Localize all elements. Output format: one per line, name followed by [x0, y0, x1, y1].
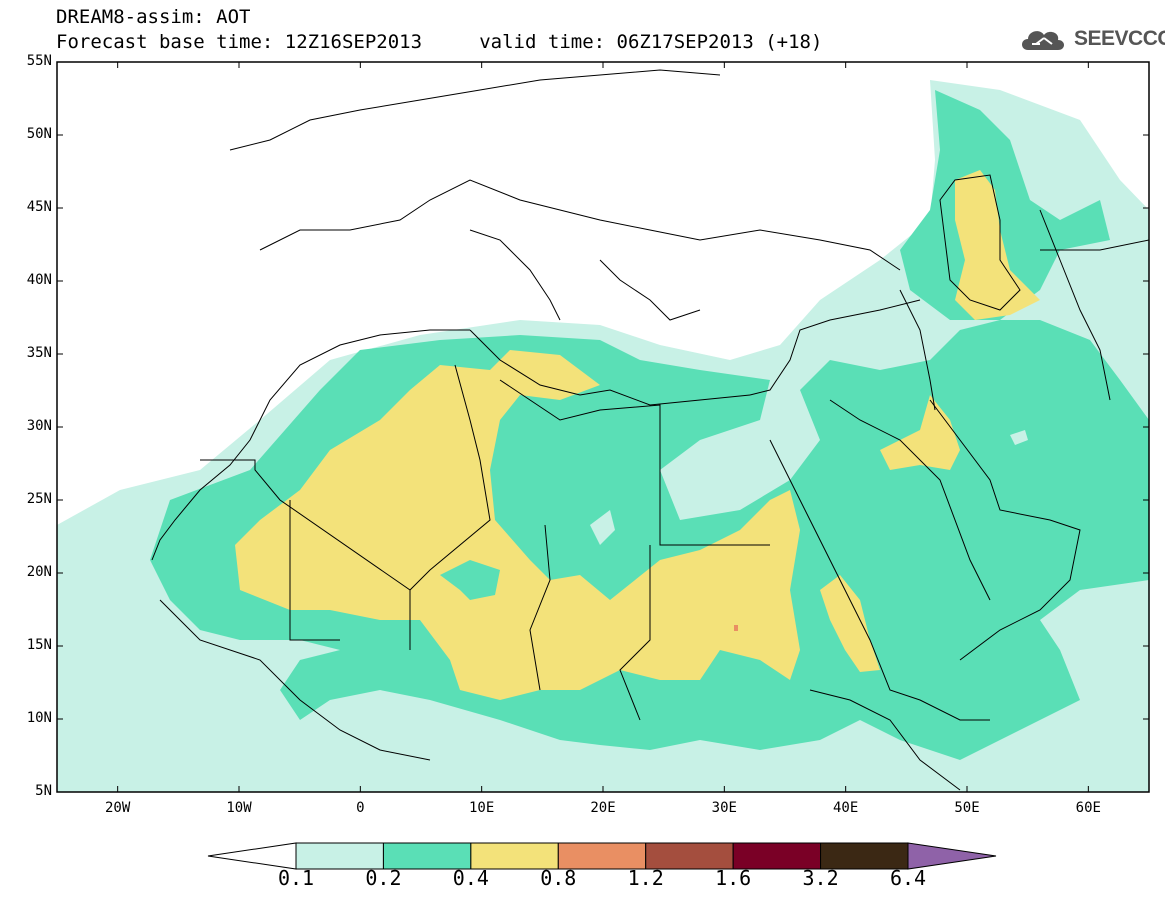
aot-hole-gulf [1010, 430, 1028, 445]
border-west-coast-s [159, 599, 431, 761]
coast-caspian [939, 174, 1021, 311]
lat-label: 45N [26, 199, 52, 215]
aot-band-0.4-redsea [820, 575, 880, 672]
coast-greece [599, 259, 701, 321]
aot-hotspot [734, 625, 738, 631]
border-horn [809, 689, 961, 791]
coast-north-africa [469, 329, 751, 406]
border-kazakh [1040, 239, 1149, 251]
colorbar-segment [382, 842, 472, 870]
lon-label: 20E [590, 800, 616, 816]
colorbar-label: 1.6 [715, 866, 752, 890]
lat-label: 35N [26, 345, 52, 361]
coast-arabia-east [929, 399, 1081, 661]
lat-label: 15N [26, 637, 52, 653]
colorbar-label: 0.1 [277, 866, 315, 890]
lon-label: 10W [226, 800, 252, 816]
colorbar-segment [557, 842, 647, 870]
axis-ticks [57, 61, 1149, 793]
border-algeria [409, 364, 491, 591]
logo-text: SEEVCCC [1074, 27, 1165, 50]
coast-italy [469, 229, 561, 321]
lat-label: 30N [26, 418, 52, 434]
colorbar-segment [645, 842, 734, 870]
colorbar-high-arrow [907, 842, 997, 870]
border-sahara-1 [200, 459, 411, 650]
lat-label: 25N [26, 491, 52, 507]
coast-europe [259, 179, 901, 271]
aot-hole-chad [440, 560, 500, 600]
aot-hole-coastal [590, 510, 615, 545]
colorbar-segment [470, 842, 559, 870]
border-iran-afghan [1039, 209, 1111, 401]
coast-west-africa [151, 329, 470, 561]
aot-band-0.1-south [57, 525, 110, 660]
colorbar-segment [732, 842, 822, 870]
lat-label: 55N [26, 53, 52, 69]
border-saudi [829, 399, 991, 601]
border-iraq-iran [899, 289, 936, 411]
lat-label: 20N [26, 564, 52, 580]
colorbar-label: 0.2 [365, 866, 402, 890]
colorbar-label: 1.2 [627, 866, 664, 890]
aot-band-0.4-caspian [955, 170, 1040, 320]
colorbar-label: 6.4 [889, 866, 927, 890]
lon-label: 40E [833, 800, 859, 816]
colorbar-label: 0.8 [540, 866, 577, 890]
lon-label: 50E [954, 800, 980, 816]
lon-label: 0 [356, 800, 365, 816]
aot-contours [57, 80, 1149, 792]
lon-label: 20W [105, 800, 131, 816]
colorbar-label: 3.2 [802, 866, 839, 890]
coast-redsea [769, 439, 990, 721]
lat-label: 5N [35, 783, 52, 799]
lat-label: 40N [26, 272, 52, 288]
colorbar-label: 0.4 [452, 866, 489, 890]
lon-label: 30E [711, 800, 737, 816]
coast-europe-north [229, 69, 721, 151]
lat-label: 10N [26, 710, 52, 726]
border-sahara-2 [289, 500, 340, 641]
aot-band-0.2-caspian [900, 90, 1110, 320]
seevccc-logo: SEEVCCC [1018, 22, 1165, 56]
cloud-icon [1022, 31, 1064, 50]
country-borders [151, 69, 1149, 791]
lon-label: 60E [1075, 800, 1101, 816]
border-sudan [619, 545, 651, 721]
lon-label: 10E [469, 800, 495, 816]
aot-band-0.4 [235, 350, 800, 700]
lat-label: 50N [26, 126, 52, 142]
forecast-time-line: Forecast base time: 12Z16SEP2013 valid t… [56, 31, 823, 53]
border-chad [529, 524, 551, 691]
coast-levant [749, 299, 921, 396]
map-title: DREAM8-assim: AOT [56, 6, 251, 28]
